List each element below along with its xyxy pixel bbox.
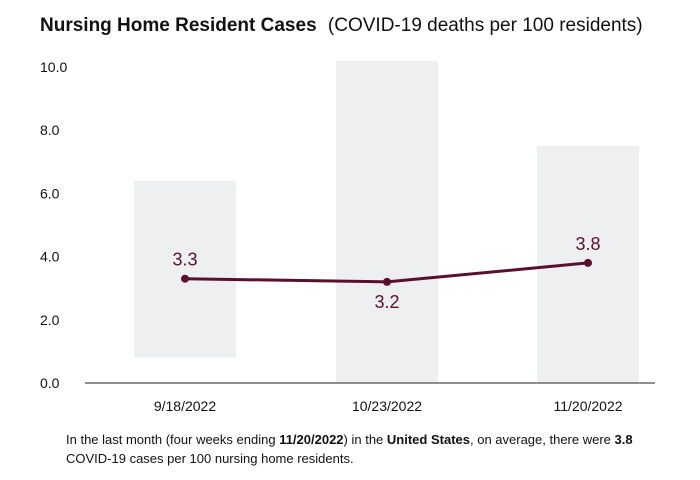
range-bar — [336, 60, 438, 384]
chart-title-row: Nursing Home Resident Cases (COVID-19 de… — [40, 15, 643, 37]
caption-text-1: In the last month (four weeks ending — [66, 432, 280, 447]
data-label: 3.8 — [575, 234, 600, 254]
line-chart: 0.0 2.0 4.0 6.0 8.0 10.0 9/18/2022 10/23/2022 11… — [40, 59, 655, 414]
caption-location: United States — [386, 432, 470, 447]
chart-title: Nursing Home Resident Cases — [40, 15, 317, 36]
data-point — [584, 258, 592, 267]
chart-caption: In the last month (four weeks ending 11/… — [66, 430, 666, 468]
x-tick-label: 9/18/2022 — [154, 398, 216, 414]
data-point — [383, 277, 391, 286]
caption-text-3: , on average, there were — [469, 432, 615, 447]
caption-value: 3.8 — [614, 432, 633, 447]
data-point — [181, 274, 189, 283]
data-label: 3.2 — [374, 292, 399, 312]
y-tick-label: 0.0 — [40, 375, 60, 391]
caption-date: 11/20/2022 — [279, 432, 344, 447]
y-tick-label: 2.0 — [40, 312, 60, 328]
y-tick-label: 8.0 — [40, 122, 60, 138]
y-tick-label: 10.0 — [40, 59, 67, 75]
caption-text-2: ) in the — [343, 432, 387, 447]
range-bar — [134, 180, 236, 358]
chart-subtitle: (COVID-19 deaths per 100 residents) — [327, 15, 643, 36]
y-tick-label: 6.0 — [40, 185, 60, 201]
x-tick-label: 10/23/2022 — [352, 398, 422, 414]
data-label: 3.3 — [172, 250, 197, 270]
caption-text-4: COVID-19 cases per 100 nursing home resi… — [66, 451, 354, 466]
x-tick-label: 11/20/2022 — [553, 398, 622, 414]
y-tick-label: 4.0 — [40, 249, 60, 265]
